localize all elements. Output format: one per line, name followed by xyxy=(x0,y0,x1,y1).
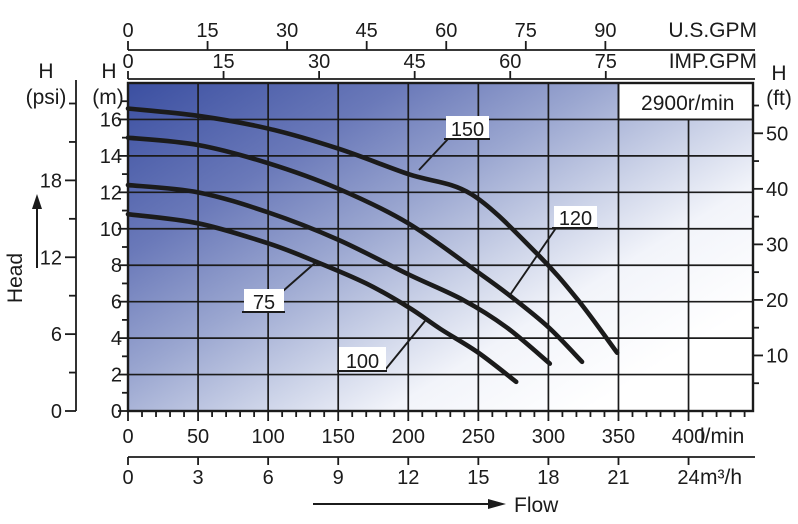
m3h-tick-label: 3 xyxy=(193,467,204,489)
lmin-tick-label: 250 xyxy=(462,426,495,448)
m3h-unit-label: m³/h xyxy=(700,466,742,489)
imp-gpm-tick-label: 15 xyxy=(212,51,234,73)
imp-gpm-tick-label: 60 xyxy=(499,51,521,73)
rpm-badge: 2900r/min xyxy=(617,83,753,121)
head-m-header: H xyxy=(101,60,116,83)
lmin-tick-label: 200 xyxy=(392,426,425,448)
curve-100 xyxy=(125,182,553,366)
lmin-tick-label: 0 xyxy=(122,426,133,448)
head-ft-header: H xyxy=(771,62,786,85)
curve-label-75: 75 xyxy=(253,292,275,314)
curve-label-box-120 xyxy=(554,206,597,228)
m3h-tick-label: 6 xyxy=(263,467,274,489)
imp-gpm-tick-label: 0 xyxy=(122,51,133,73)
curve-label-box-100 xyxy=(339,347,386,371)
head-m-tick-label: 4 xyxy=(111,328,122,350)
leader-line-120 xyxy=(509,227,557,296)
lmin-tick-label: 350 xyxy=(602,426,635,448)
head-psi-tick-label: 18 xyxy=(40,170,62,192)
curve-75 xyxy=(125,211,519,385)
head-ft-tick-label: 20 xyxy=(766,290,788,312)
us-gpm-tick-label: 45 xyxy=(356,20,378,42)
lmin-unit-label: l/min xyxy=(700,425,744,448)
us-gpm-tick-label: 0 xyxy=(122,20,133,42)
head-psi-header: H xyxy=(38,60,53,83)
head-ft-header-unit: (ft) xyxy=(766,87,792,110)
us-gpm-unit-label: U.S.GPM xyxy=(668,19,757,42)
head-axis-title: Head xyxy=(4,253,27,303)
us-gpm-tick-label: 60 xyxy=(435,20,457,42)
head-m-tick-label: 8 xyxy=(111,255,122,277)
m3h-tick-label: 18 xyxy=(537,467,559,489)
curve-120 xyxy=(125,135,585,365)
imp-gpm-tick-label: 75 xyxy=(595,51,617,73)
head-psi-tick-label: 12 xyxy=(40,247,62,269)
curve-label-box-150 xyxy=(446,116,489,139)
curve-150 xyxy=(125,106,620,355)
curve-labels: 150 120 75 100 xyxy=(242,116,598,373)
flow-axis-title: Flow xyxy=(514,494,559,517)
pump-curves xyxy=(125,106,620,385)
head-m-tick-label: 2 xyxy=(111,365,122,387)
us-gpm-tick-label: 30 xyxy=(276,20,298,42)
head-m-tick-label: 16 xyxy=(100,109,122,131)
head-arrow-icon xyxy=(32,194,42,209)
head-ft-tick-label: 40 xyxy=(766,179,788,201)
imp-gpm-tick-label: 45 xyxy=(404,51,426,73)
leader-line-75 xyxy=(282,261,317,292)
head-ft-tick-label: 30 xyxy=(766,234,788,256)
head-m-tick-label: 12 xyxy=(100,182,122,204)
us-gpm-tick-label: 75 xyxy=(515,20,537,42)
head-m-tick-label: 14 xyxy=(100,146,122,168)
head-ft-tick-label: 10 xyxy=(766,345,788,367)
lmin-tick-label: 150 xyxy=(322,426,355,448)
m3h-tick-label: 12 xyxy=(397,467,419,489)
lmin-tick-label: 50 xyxy=(187,426,209,448)
head-m-tick-label: 6 xyxy=(111,292,122,314)
rpm-label: 2900r/min xyxy=(641,92,734,115)
head-ft-tick-label: 50 xyxy=(766,123,788,145)
leader-line-150 xyxy=(418,138,449,171)
head-m-tick-label: 0 xyxy=(111,401,122,423)
head-psi-header-unit: (psi) xyxy=(26,86,67,109)
curve-label-120: 120 xyxy=(559,208,592,230)
curve-label-150: 150 xyxy=(451,119,484,141)
imp-gpm-unit-label: IMP.GPM xyxy=(669,50,757,73)
grid-lines xyxy=(128,83,753,411)
head-psi-tick-label: 6 xyxy=(51,324,62,346)
m3h-tick-label: 9 xyxy=(333,467,344,489)
m3h-tick-label: 21 xyxy=(607,467,629,489)
head-m-header-unit: (m) xyxy=(92,86,123,109)
leader-line-100 xyxy=(384,320,426,371)
lmin-tick-label: 400 xyxy=(672,426,705,448)
m3h-tick-label: 0 xyxy=(122,467,133,489)
imp-gpm-tick-label: 30 xyxy=(308,51,330,73)
rpm-badge-box xyxy=(619,84,752,120)
us-gpm-tick-label: 90 xyxy=(594,20,616,42)
curve-label-box-75 xyxy=(244,289,284,312)
m3h-tick-label: 24 xyxy=(677,467,699,489)
m3h-tick-label: 15 xyxy=(467,467,489,489)
curve-label-100: 100 xyxy=(346,351,379,373)
us-gpm-tick-label: 15 xyxy=(196,20,218,42)
flow-arrow-icon xyxy=(488,499,506,509)
head-psi-tick-label: 0 xyxy=(51,401,62,423)
lmin-tick-label: 300 xyxy=(532,426,565,448)
head-m-tick-label: 10 xyxy=(100,219,122,241)
lmin-tick-label: 100 xyxy=(251,426,284,448)
